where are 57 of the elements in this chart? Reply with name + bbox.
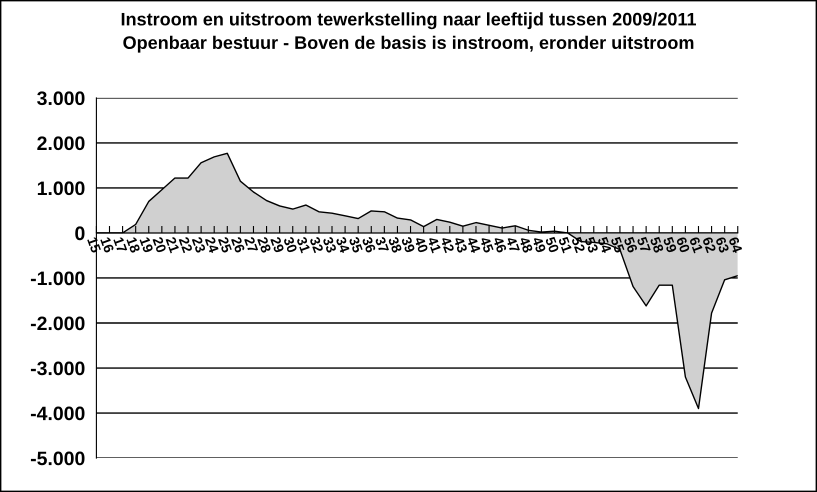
x-tick-label: 47	[506, 236, 520, 254]
x-tick-label: 45	[480, 236, 494, 254]
x-tick-label: 31	[296, 236, 311, 254]
y-tick-label: -2.000	[30, 316, 85, 330]
x-tick-label: 29	[270, 236, 284, 254]
y-tick-label: 1.000	[38, 181, 85, 196]
x-tick-label: 34	[336, 236, 350, 254]
y-tick-label: -1.000	[30, 271, 85, 286]
x-tick-label: 48	[518, 236, 534, 254]
x-tick-label: 50	[545, 236, 560, 254]
x-tick-label: 42	[440, 236, 455, 254]
x-tick-label: 58	[650, 236, 664, 254]
x-tick-label: 17	[113, 236, 128, 254]
x-tick-label: 27	[244, 236, 258, 254]
y-tick-label: 3.000	[37, 91, 85, 106]
x-tick-label: 56	[624, 236, 638, 254]
chart-subtitle: Openbaar bestuur - Boven de basis is instroom, eronder uitstroom	[123, 36, 694, 53]
x-tick-label: 33	[322, 236, 337, 254]
y-tick-label: 2.000	[37, 136, 85, 150]
x-tick-label: 25	[218, 236, 232, 254]
x-tick-label: 55	[610, 236, 625, 254]
x-tick-label: 35	[348, 236, 363, 254]
x-tick-label: 37	[374, 236, 390, 254]
x-tick-label: 61	[689, 236, 704, 254]
x-tick-label: 26	[230, 236, 246, 254]
x-tick-label: 38	[388, 236, 402, 254]
x-tick-label: 19	[139, 236, 154, 254]
x-tick-label: 30	[283, 236, 298, 254]
y-tick-label: -5.000	[30, 452, 85, 466]
x-tick-label: 49	[532, 236, 546, 254]
x-tick-label: 51	[558, 236, 572, 254]
x-tick-label: 64	[728, 236, 743, 254]
x-tick-label: 20	[152, 236, 167, 254]
x-tick-label: 59	[662, 236, 678, 254]
x-tick-label: 46	[492, 236, 507, 254]
chart-title: Instroom en uitstroom tewerkstelling naar leeftijd tussen 2009/2011	[122, 12, 696, 30]
x-tick-label: 62	[702, 236, 716, 254]
x-tick-label: 63	[715, 236, 730, 254]
x-tick-label: 23	[192, 236, 206, 254]
x-tick-label: 32	[309, 236, 324, 254]
x-tick-label: 16	[100, 236, 114, 254]
x-tick-label: 36	[362, 236, 376, 254]
x-tick-label: 21	[166, 236, 180, 254]
y-tick-label: -3.000	[30, 361, 85, 376]
x-tick-label: 40	[414, 236, 428, 254]
x-tick-label: 22	[178, 236, 193, 254]
x-tick-label: 60	[676, 236, 690, 254]
y-tick-label: -4.000	[30, 406, 85, 420]
x-tick-label: 57	[636, 236, 651, 254]
x-tick-label: 43	[453, 236, 468, 254]
x-tick-label: 24	[204, 236, 220, 254]
x-tick-label: 28	[257, 236, 272, 254]
y-tick-label: 0	[75, 226, 84, 240]
x-tick-label: 41	[427, 236, 442, 254]
x-tick-label: 39	[401, 236, 416, 254]
x-tick-label: 44	[466, 236, 481, 254]
x-tick-label: 18	[126, 236, 140, 254]
